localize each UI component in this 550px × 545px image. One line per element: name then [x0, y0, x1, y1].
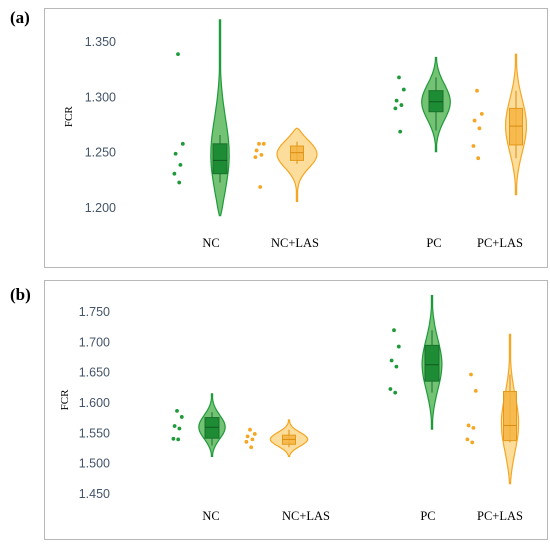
data-point [245, 434, 250, 439]
data-point [465, 437, 470, 442]
chart-panel-0: FCR 1.350 1.300 1.250 1.200 NC NC+LAS PC PC+LAS [63, 19, 527, 250]
iqr-box [503, 390, 517, 442]
data-point [475, 88, 479, 93]
data-point [479, 112, 484, 116]
y-tick-label: 1.650 [79, 366, 110, 380]
data-point [250, 437, 255, 442]
y-tick-label: 1.750 [79, 305, 110, 319]
data-point [258, 185, 263, 189]
violin-nc-las [276, 127, 318, 202]
data-point [401, 87, 406, 92]
data-point [249, 445, 254, 450]
data-point [394, 364, 399, 369]
data-point [171, 436, 176, 441]
data-point [248, 427, 252, 432]
category-label: NC+LAS [282, 509, 330, 523]
data-point [388, 387, 393, 391]
data-point [393, 390, 398, 395]
category-label: PC+LAS [477, 236, 523, 250]
data-point [244, 439, 249, 444]
y-tick-label: 1.200 [85, 201, 116, 215]
data-point [172, 171, 177, 176]
data-point [477, 126, 482, 131]
category-label: PC [420, 509, 435, 523]
iqr-box [290, 145, 304, 161]
data-point [469, 372, 473, 377]
category-label: PC [426, 236, 441, 250]
data-point [172, 424, 177, 428]
data-point [176, 437, 181, 442]
iqr-box [424, 344, 440, 382]
y-tick-label: 1.450 [79, 487, 110, 501]
violin-nc [210, 19, 230, 217]
data-point [173, 151, 178, 156]
y-tick-label: 1.250 [85, 146, 116, 160]
data-point [259, 152, 264, 157]
y-axis-title: FCR [63, 106, 75, 127]
data-point [252, 432, 257, 436]
data-point [476, 156, 481, 161]
data-point [471, 425, 476, 430]
y-axis-title: FCR [59, 389, 71, 410]
panel-b-label: (b) [10, 285, 31, 304]
data-point [177, 180, 182, 185]
data-point [471, 144, 476, 148]
data-point [392, 328, 396, 333]
data-point [178, 162, 183, 167]
data-point [261, 141, 266, 146]
data-point [257, 141, 261, 146]
y-tick-label: 1.500 [79, 457, 110, 471]
chart-panel-1: FCR 1.750 1.700 1.650 1.600 1.550 1.500 1.450 NC… [59, 295, 523, 523]
y-tick-label: 1.550 [79, 426, 110, 440]
iqr-box [212, 143, 228, 175]
data-point [473, 388, 478, 393]
data-point [394, 98, 399, 103]
data-point [180, 141, 185, 146]
data-point [253, 155, 258, 159]
iqr-box [204, 417, 220, 439]
data-point [470, 440, 475, 445]
data-point [175, 408, 179, 413]
data-point [393, 106, 398, 111]
y-tick-label: 1.600 [79, 396, 110, 410]
panel-a-label: (a) [10, 8, 30, 27]
category-label: NC [202, 236, 219, 250]
data-point [254, 148, 259, 153]
panel-b-frame [44, 280, 548, 540]
category-label: NC+LAS [271, 236, 319, 250]
y-tick-label: 1.300 [85, 90, 116, 104]
data-point [176, 52, 180, 57]
data-point [398, 129, 403, 134]
y-tick-label: 1.350 [85, 35, 116, 49]
y-tick-label: 1.700 [79, 335, 110, 349]
category-label: NC [202, 509, 219, 523]
data-point [396, 344, 401, 349]
iqr-box [428, 90, 444, 113]
data-point [389, 358, 394, 363]
data-point [472, 118, 477, 123]
data-point [399, 103, 404, 107]
data-point [397, 75, 401, 80]
data-point [466, 423, 471, 428]
iqr-box [509, 107, 523, 146]
data-point [179, 415, 184, 419]
category-label: PC+LAS [477, 509, 523, 523]
data-point [177, 426, 182, 431]
